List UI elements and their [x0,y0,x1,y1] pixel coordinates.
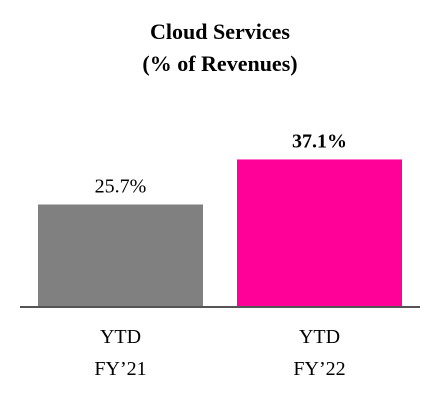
category-label-1-line-2: FY’21 [94,358,146,380]
chart-subtitle: (% of Revenues) [142,51,298,76]
category-label-1-line-1: YTD [100,326,141,348]
bar-1 [38,204,203,306]
category-label-2-line-1: YTD [299,326,340,348]
value-label-1: 25.7% [95,175,147,197]
category-label-2-line-2: FY’22 [293,358,345,380]
bar-2 [237,159,402,306]
chart-title: Cloud Services [150,19,290,44]
value-label-2: 37.1% [292,130,347,152]
